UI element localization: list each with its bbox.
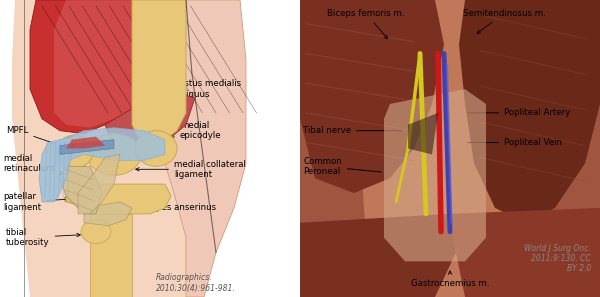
Polygon shape xyxy=(165,0,246,297)
Text: patellar
ligament: patellar ligament xyxy=(3,192,68,212)
Polygon shape xyxy=(132,0,186,143)
Polygon shape xyxy=(360,0,540,297)
Polygon shape xyxy=(300,0,444,193)
Text: tibial
tuberosity: tibial tuberosity xyxy=(6,228,80,247)
Text: Tibal nerve: Tibal nerve xyxy=(303,126,402,135)
Text: vastus medialis
obliquus: vastus medialis obliquus xyxy=(142,79,241,104)
Polygon shape xyxy=(66,137,105,148)
Ellipse shape xyxy=(57,135,93,168)
Polygon shape xyxy=(90,214,132,297)
Polygon shape xyxy=(408,113,438,154)
Polygon shape xyxy=(450,208,600,297)
Text: Popliteal Vein: Popliteal Vein xyxy=(468,138,562,147)
Text: Radiographics.
2010;30(4):961-981.: Radiographics. 2010;30(4):961-981. xyxy=(156,273,236,293)
Text: Popliteal Artery: Popliteal Artery xyxy=(468,108,570,117)
Polygon shape xyxy=(84,202,132,226)
Polygon shape xyxy=(39,137,72,202)
Polygon shape xyxy=(60,166,102,214)
Ellipse shape xyxy=(81,220,111,244)
Text: Common
Peroneal: Common Peroneal xyxy=(303,157,381,176)
Polygon shape xyxy=(66,184,171,214)
Text: Semitendinosus m.: Semitendinosus m. xyxy=(463,9,545,34)
Polygon shape xyxy=(300,214,456,297)
Polygon shape xyxy=(30,0,210,134)
Text: medial
epicodyle: medial epicodyle xyxy=(154,121,221,143)
Polygon shape xyxy=(12,0,246,297)
Polygon shape xyxy=(54,128,165,166)
Polygon shape xyxy=(105,89,195,148)
Polygon shape xyxy=(60,140,114,154)
Text: MPFL: MPFL xyxy=(6,126,65,148)
Text: World J Surg Onc.
2011;9:130. CC
BY 2.0: World J Surg Onc. 2011;9:130. CC BY 2.0 xyxy=(524,244,591,273)
Text: pes anserinus: pes anserinus xyxy=(118,203,216,212)
Text: medial collateral
ligament: medial collateral ligament xyxy=(136,159,246,179)
Polygon shape xyxy=(78,154,120,214)
Polygon shape xyxy=(459,0,600,223)
Text: medial
retinaculum: medial retinaculum xyxy=(3,154,62,175)
Ellipse shape xyxy=(135,131,177,166)
Text: Biceps femoris m.: Biceps femoris m. xyxy=(327,9,405,39)
Polygon shape xyxy=(54,0,180,128)
Ellipse shape xyxy=(87,134,141,175)
Polygon shape xyxy=(384,89,486,261)
Text: Gastrocnemius m.: Gastrocnemius m. xyxy=(411,271,489,288)
